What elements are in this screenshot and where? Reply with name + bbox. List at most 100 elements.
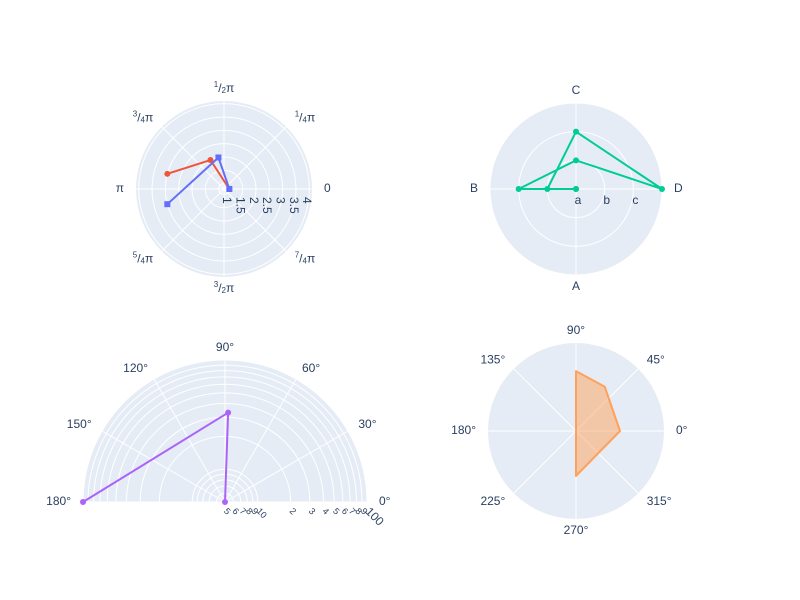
angular-tick-label-7-numerator: 7 bbox=[295, 251, 300, 260]
angular-tick-label-7: 315° bbox=[647, 494, 672, 508]
angular-tick-label-3: A bbox=[572, 279, 580, 293]
angular-tick-label-1: 30° bbox=[358, 417, 376, 431]
angular-tick-label-2: 90° bbox=[567, 323, 585, 337]
angular-tick-label-2-denominator: 2 bbox=[222, 86, 227, 95]
angular-tick-label-2-symbol: π bbox=[226, 81, 234, 95]
series-0-point-0 bbox=[222, 499, 228, 505]
angular-tick-label-5-numerator: 5 bbox=[133, 251, 138, 260]
series-1-point-0 bbox=[226, 186, 233, 192]
radial-tick-label-8: 4 bbox=[320, 506, 331, 517]
angular-tick-label-2: 60° bbox=[302, 361, 320, 375]
series-0-point-1 bbox=[207, 156, 214, 163]
angular-tick-label-1: 45° bbox=[647, 352, 665, 366]
angular-tick-label-5: 5/4π bbox=[133, 251, 154, 266]
radial-tick-label-3: 8 bbox=[244, 506, 255, 517]
angular-tick-label-4: π bbox=[116, 181, 124, 195]
angular-tick-label-1-numerator: 1 bbox=[295, 109, 300, 118]
radial-tick-label-1: 1.5 bbox=[233, 197, 247, 214]
radial-tick-label-4: 3 bbox=[273, 197, 287, 204]
angular-tick-label-2: B bbox=[470, 181, 478, 195]
radial-tick-label-6: 4 bbox=[300, 197, 314, 204]
radial-tick-label-3: 2.5 bbox=[260, 197, 274, 214]
angular-tick-label-2-numerator: 1 bbox=[214, 80, 219, 89]
angular-tick-label-1: C bbox=[572, 83, 581, 97]
series-0-point-1 bbox=[225, 409, 232, 416]
angular-tick-label-6-numerator: 3 bbox=[214, 280, 219, 289]
angular-tick-label-6-denominator: 2 bbox=[222, 286, 227, 295]
angular-tick-label-3-slash: / bbox=[137, 110, 141, 124]
angular-tick-label-7-denominator: 4 bbox=[303, 257, 308, 266]
angular-tick-label-6-symbol: π bbox=[226, 281, 234, 295]
angular-tick-label-3: 3/4π bbox=[133, 109, 154, 124]
radial-tick-label-2: c bbox=[632, 193, 638, 207]
angular-tick-label-3: 135° bbox=[480, 352, 505, 366]
angular-tick-label-5: 150° bbox=[67, 417, 92, 431]
radial-tick-label-2: 7 bbox=[238, 506, 249, 517]
angular-gridline-5 bbox=[101, 430, 226, 503]
radial-tick-label-2: 2 bbox=[247, 197, 261, 204]
angular-gridline-1 bbox=[224, 430, 349, 503]
angular-gridline-5 bbox=[513, 430, 577, 494]
radial-tick-label-10: 6 bbox=[340, 506, 351, 517]
angular-tick-label-0: D bbox=[674, 181, 683, 195]
radial-tick-label-7: 3 bbox=[307, 506, 318, 517]
angular-tick-label-0: 0 bbox=[324, 181, 331, 195]
series-0-point-5 bbox=[515, 186, 522, 192]
series-0-point-2 bbox=[573, 128, 579, 135]
angular-tick-label-2-slash: / bbox=[218, 81, 222, 95]
angular-tick-label-3-denominator: 4 bbox=[141, 115, 146, 124]
angular-gridline-3 bbox=[513, 368, 577, 432]
angular-tick-label-1-denominator: 4 bbox=[303, 115, 308, 124]
angular-gridline-3 bbox=[161, 126, 225, 190]
radial-tick-label-5: 3.5 bbox=[287, 197, 301, 214]
series-0-point-1 bbox=[544, 186, 551, 192]
angular-tick-label-0: 0° bbox=[379, 494, 391, 508]
radial-tick-label-13: 9 bbox=[359, 506, 370, 517]
radial-tick-label-6: 2 bbox=[288, 506, 299, 517]
angular-tick-label-6: 270° bbox=[564, 523, 589, 537]
angular-tick-label-1: 1/4π bbox=[295, 109, 316, 124]
radial-tick-label-9: 5 bbox=[331, 506, 342, 517]
angular-gridline-1 bbox=[223, 126, 287, 190]
angular-tick-label-6-slash: / bbox=[218, 281, 222, 295]
series-1-point-2 bbox=[164, 201, 171, 208]
angular-tick-label-3: 90° bbox=[216, 340, 234, 354]
angular-gridline-7 bbox=[223, 188, 287, 252]
angular-tick-label-7-symbol: π bbox=[307, 252, 315, 266]
angular-tick-label-2: 1/2π bbox=[214, 80, 235, 95]
angular-tick-label-3-symbol: π bbox=[145, 110, 153, 124]
angular-tick-label-4: 180° bbox=[451, 423, 476, 437]
angular-tick-label-6: 180° bbox=[46, 494, 71, 508]
polar-plot-bottom-right: 0° 45° 90° 135° 180° 225° 270° 315° bbox=[451, 323, 688, 537]
angular-tick-label-5-denominator: 4 bbox=[141, 257, 146, 266]
radial-tick-label-1: b bbox=[603, 193, 610, 207]
angular-tick-label-5-slash: / bbox=[137, 252, 141, 266]
series-1-point-1 bbox=[215, 154, 222, 161]
angular-tick-label-5: 225° bbox=[480, 494, 505, 508]
series-area-0 bbox=[575, 370, 621, 477]
series-0-point-3 bbox=[659, 186, 665, 192]
radial-tick-label-0: 1 bbox=[220, 197, 234, 204]
series-0-point-4 bbox=[573, 157, 579, 164]
series-0-point-6 bbox=[573, 186, 579, 192]
angular-gridline-2 bbox=[224, 378, 297, 503]
angular-tick-label-3-numerator: 3 bbox=[133, 109, 138, 118]
radial-tick-label-12: 8 bbox=[353, 506, 364, 517]
angular-tick-label-5-symbol: π bbox=[145, 252, 153, 266]
angular-gridline-5 bbox=[161, 188, 225, 252]
radial-tick-label-11: 7 bbox=[347, 506, 358, 517]
radial-tick-label-0: 5 bbox=[222, 506, 233, 517]
radial-tick-label-4: 9 bbox=[250, 506, 261, 517]
radial-tick-label-1: 6 bbox=[230, 506, 241, 517]
polar-plot-top-right: D C B Aa b c bbox=[470, 83, 683, 293]
angular-tick-label-0: 0° bbox=[676, 423, 688, 437]
angular-tick-label-4: 120° bbox=[123, 361, 148, 375]
angular-gridline-4 bbox=[153, 378, 226, 503]
series-0-point-2 bbox=[80, 499, 86, 505]
angular-tick-label-7: 7/4π bbox=[295, 251, 316, 266]
series-0-point-2 bbox=[164, 170, 171, 177]
angular-tick-label-1-slash: / bbox=[299, 110, 303, 124]
